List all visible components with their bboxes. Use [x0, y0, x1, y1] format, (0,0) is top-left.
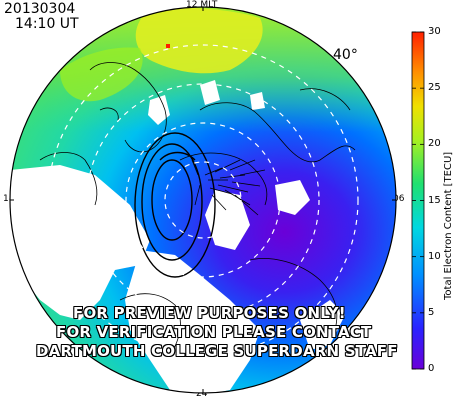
colorbar-tick-label: 10 — [428, 250, 441, 262]
colorbar-tick-label: 15 — [428, 194, 441, 206]
colorbar-tick-marks — [412, 31, 424, 370]
colorbar-tick-label: 30 — [428, 26, 441, 37]
colorbar-tick-label: 0 — [428, 363, 435, 374]
colorbar-tick-label: 20 — [428, 138, 441, 150]
colorbar-tick-label: 25 — [428, 82, 441, 94]
mlt-label-top: 12 MLT — [186, 0, 218, 10]
mlt-ticks — [10, 7, 396, 393]
coastlines — [39, 62, 356, 356]
colorbar-title: Total Electron Content [TECU] — [443, 151, 454, 300]
convection-contours — [134, 132, 216, 278]
high-tec-region — [135, 7, 263, 74]
mlt-label-bottom: 24 — [196, 389, 208, 399]
date-label: 20130304 — [4, 1, 76, 17]
watermark-line-3: DARTMOUTH COLLEGE SUPERDARN STAFF — [36, 342, 398, 360]
watermark-line-1: FOR PREVIEW PURPOSES ONLY! — [73, 304, 346, 322]
mlt-label-right: 06 — [393, 194, 405, 204]
watermark-line-2: FOR VERIFICATION PLEASE CONTACT — [56, 323, 372, 341]
latitude-circles — [47, 44, 359, 356]
time-label: 14:10 UT — [15, 16, 79, 32]
no-data-patches — [10, 80, 345, 393]
latitude-label: 40° — [333, 47, 358, 63]
colorbar-tick-label: 5 — [428, 306, 435, 318]
mlt-label-left: 18 — [3, 194, 15, 204]
